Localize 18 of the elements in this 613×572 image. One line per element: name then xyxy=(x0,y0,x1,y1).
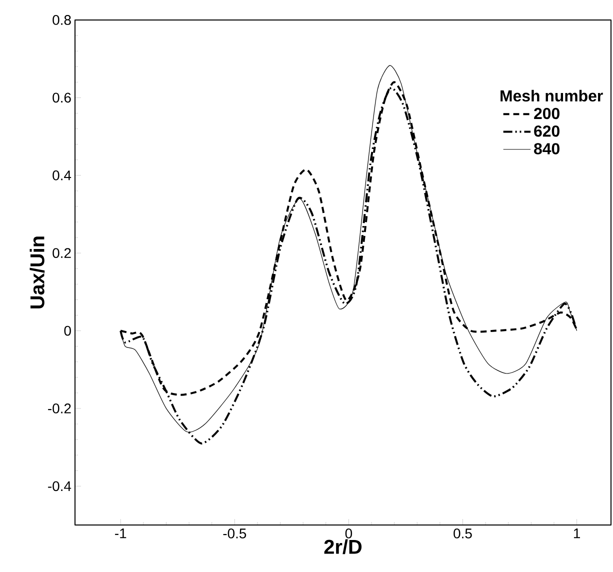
y-tick-label: 0.8 xyxy=(52,15,71,25)
legend-title: Mesh number xyxy=(500,90,603,102)
y-tick-label: -0.4 xyxy=(48,481,72,492)
legend-label: 200 xyxy=(534,108,560,120)
y-axis-title: Uax/Uin xyxy=(30,236,45,308)
x-tick-label: -0.5 xyxy=(223,528,246,538)
x-tick-label: 0 xyxy=(345,528,352,538)
y-tick-label: -0.2 xyxy=(48,404,71,414)
y-tick-label: 0.4 xyxy=(52,170,72,180)
legend-label: 840 xyxy=(534,143,560,154)
x-axis-title: 2r/D xyxy=(324,539,362,554)
y-tick-label: 0.2 xyxy=(52,248,71,258)
y-tick-label: 0 xyxy=(64,326,71,336)
x-tick-label: -1 xyxy=(115,528,126,538)
y-tick-label: 0.6 xyxy=(52,92,71,103)
x-tick-label: 1 xyxy=(574,528,580,538)
x-tick-label: 0.5 xyxy=(454,528,472,538)
legend-label: 620 xyxy=(534,125,560,137)
